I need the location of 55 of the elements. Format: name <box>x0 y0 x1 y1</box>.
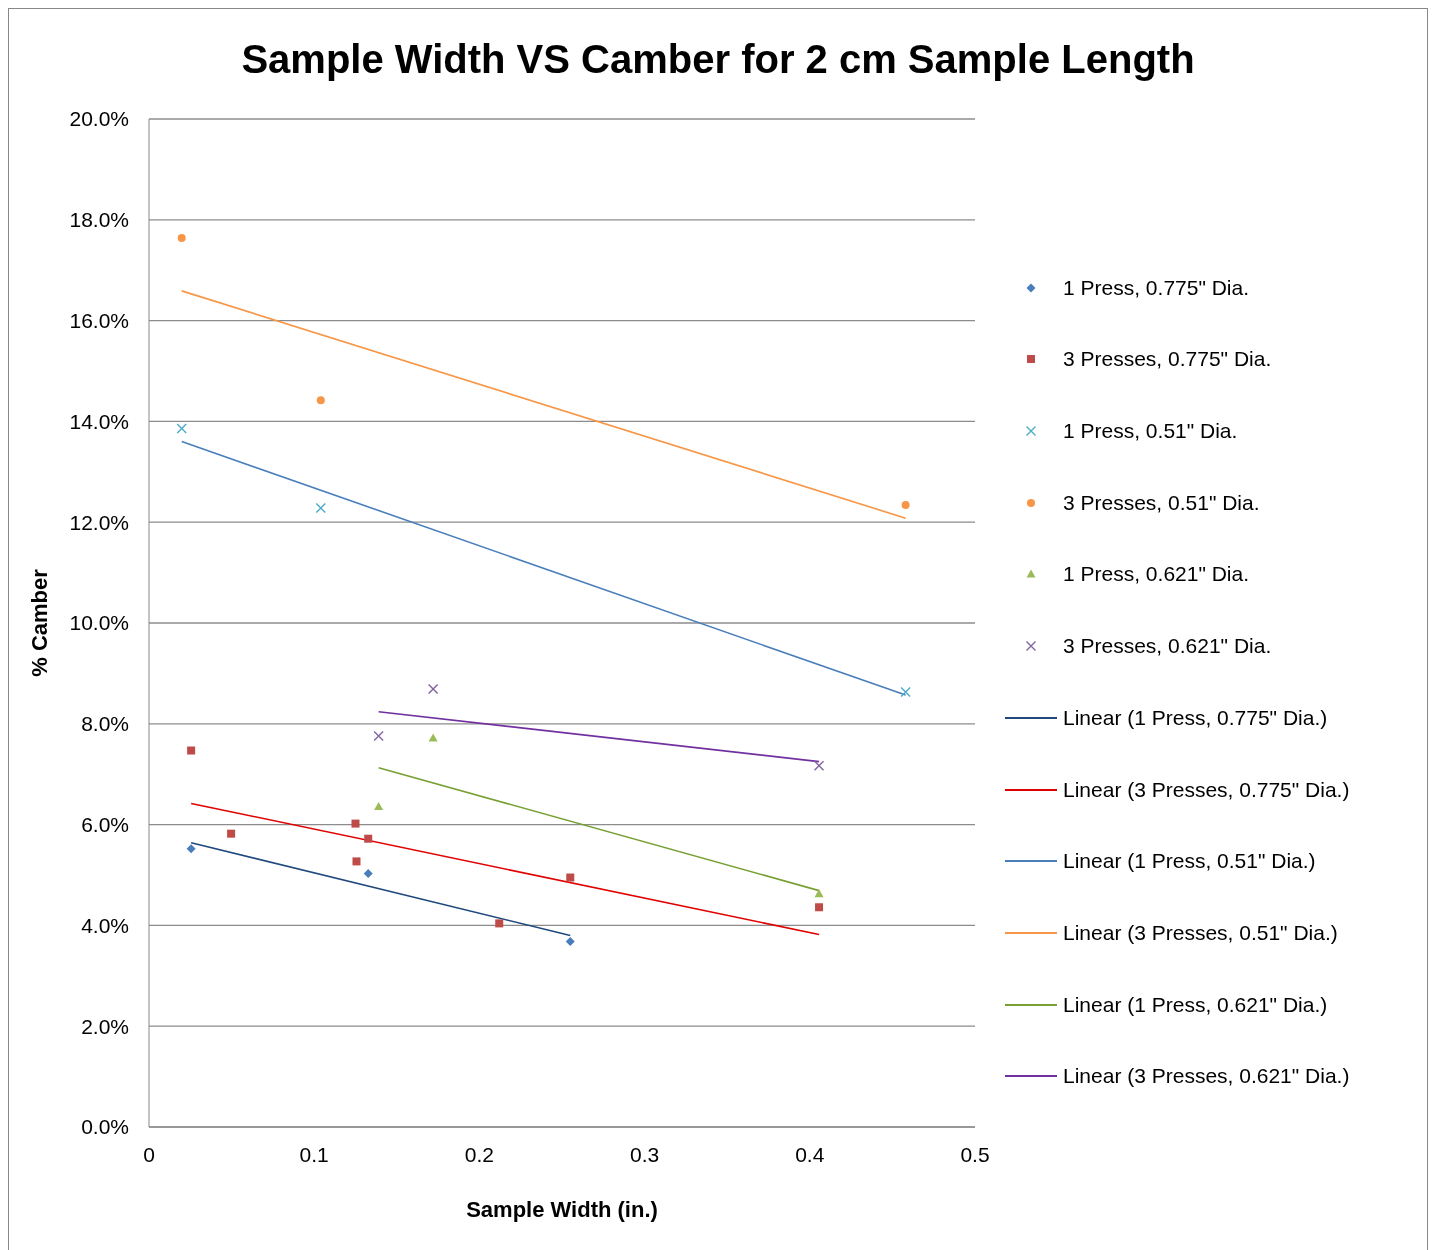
y-tick-label: 14.0% <box>69 409 129 433</box>
legend-label: 3 Presses, 0.775" Dia. <box>1063 347 1272 372</box>
point <box>364 834 373 843</box>
y-axis-title: % Camber <box>26 568 52 677</box>
point <box>187 746 196 755</box>
legend-label: Linear (1 Press, 0.621" Dia.) <box>1063 992 1328 1017</box>
chart-title: Sample Width VS Camber for 2 cm Sample Length <box>240 36 1196 83</box>
point <box>373 730 384 742</box>
legend-label: Linear (1 Press, 0.51" Dia.) <box>1063 849 1316 874</box>
legend-label: Linear (3 Presses, 0.775" Dia.) <box>1063 777 1350 802</box>
x-tick-label: 0 <box>143 1142 155 1166</box>
point <box>186 844 196 854</box>
y-tick-label: 16.0% <box>69 309 129 333</box>
legend-label: 3 Presses, 0.51" Dia. <box>1063 490 1260 515</box>
point <box>901 501 910 510</box>
y-tick-label: 8.0% <box>81 712 129 736</box>
y-tick-label: 18.0% <box>69 208 129 232</box>
x-tick-label: 0.2 <box>464 1142 494 1166</box>
legend-label: 1 Press, 0.51" Dia. <box>1063 419 1238 444</box>
point <box>566 873 575 882</box>
point <box>815 903 824 912</box>
point <box>177 233 186 242</box>
y-tick-label: 12.0% <box>69 510 129 534</box>
point <box>176 423 187 434</box>
x-tick-label: 0.4 <box>795 1142 825 1166</box>
y-tick-label: 0.0% <box>81 1115 129 1139</box>
point <box>315 502 327 514</box>
y-tick-label: 6.0% <box>81 813 129 837</box>
y-tick-label: 20.0% <box>69 107 129 131</box>
point <box>495 919 504 928</box>
legend-label: 1 Press, 0.621" Dia. <box>1063 562 1250 587</box>
y-tick-label: 10.0% <box>69 611 129 635</box>
point <box>813 760 825 771</box>
y-tick-label: 2.0% <box>81 1014 129 1038</box>
point <box>352 857 361 866</box>
x-tick-label: 0.3 <box>630 1142 660 1166</box>
legend-label: Linear (1 Press, 0.775" Dia.) <box>1063 705 1328 730</box>
point <box>363 868 373 878</box>
legend-label: 3 Presses, 0.621" Dia. <box>1063 634 1272 659</box>
point <box>351 819 360 828</box>
point <box>900 686 911 698</box>
legend-label: 1 Press, 0.775" Dia. <box>1063 275 1250 300</box>
x-axis-title: Sample Width (in.) <box>466 1197 658 1222</box>
point <box>565 937 575 947</box>
x-tick-label: 0.5 <box>960 1142 990 1166</box>
point <box>428 733 438 742</box>
point <box>814 889 824 898</box>
point <box>227 829 236 838</box>
point <box>427 683 439 695</box>
y-tick-label: 4.0% <box>81 913 129 937</box>
point <box>374 801 384 811</box>
x-tick-label: 0.1 <box>299 1142 329 1166</box>
legend-label: Linear (3 Presses, 0.51" Dia.) <box>1063 920 1338 945</box>
point <box>316 396 325 405</box>
legend-label: Linear (3 Presses, 0.621" Dia.) <box>1063 1064 1350 1089</box>
